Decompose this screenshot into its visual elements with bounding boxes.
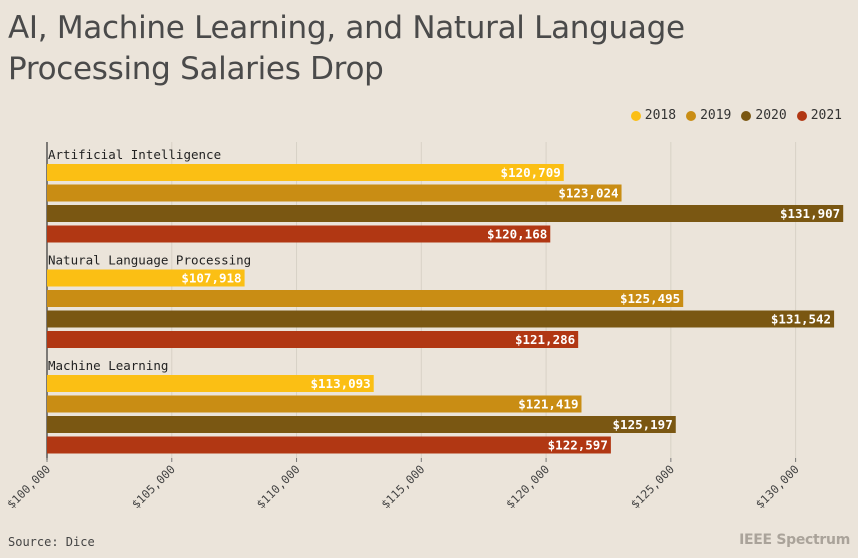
bar-2021 [47,225,551,243]
bar-2018 [47,269,245,287]
legend-label: 2020 [755,108,787,123]
source-note: Source: Dice [8,535,95,549]
chart-legend: 2018 2019 2020 2021 [630,108,842,123]
bar-2019 [47,395,582,413]
data-label: $131,542 [771,312,831,327]
data-label: $131,907 [780,206,840,221]
bar-2019 [47,184,622,202]
tick-label: $100,000 [4,462,53,511]
legend-swatch [741,110,752,121]
data-label: $125,495 [620,291,680,306]
legend-item-2020: 2020 [741,108,787,123]
legend-swatch [630,110,641,121]
legend-item-2021: 2021 [796,108,842,123]
chart-title: AI, Machine Learning, and Natural Langua… [8,10,685,87]
tick-label: $110,000 [254,462,303,511]
data-label: $125,197 [613,417,673,432]
bar-chart: Artificial Intelligence $120,709 $123,024 $… [4,142,844,511]
bar-2018 [47,164,564,181]
legend-label: 2018 [644,108,677,123]
data-label: $113,093 [311,376,371,391]
category-label: Machine Learning [48,358,168,373]
data-label: $121,286 [515,332,575,347]
category-label: Natural Language Processing [48,253,251,268]
data-label: $120,168 [487,227,547,242]
category-label: Artificial Intelligence [48,147,221,162]
legend-swatch [796,110,807,121]
data-label: $107,918 [181,271,241,286]
tick-label: $120,000 [503,462,552,511]
legend-item-2019: 2019 [686,108,731,123]
bar-2020 [47,310,835,328]
tick-label: $125,000 [628,462,677,511]
legend-label: 2021 [810,108,842,123]
legend-label: 2019 [700,108,732,123]
data-label: $121,419 [518,397,578,412]
bar-2020 [47,205,844,222]
tick-label: $115,000 [378,462,427,511]
bar-2020 [47,416,676,433]
data-label: $122,597 [548,438,608,453]
legend-item-2018: 2018 [630,108,677,123]
tick-label: $130,000 [753,462,802,511]
bar-2021 [47,331,579,348]
bar-2021 [47,436,611,454]
legend-swatch [686,110,697,121]
tick-label: $105,000 [129,462,178,511]
bar-2018 [47,375,374,392]
data-label: $123,024 [558,186,618,201]
data-label: $120,709 [501,165,561,180]
brand-logo: IEEE Spectrum [739,532,850,548]
bar-2019 [47,290,684,307]
